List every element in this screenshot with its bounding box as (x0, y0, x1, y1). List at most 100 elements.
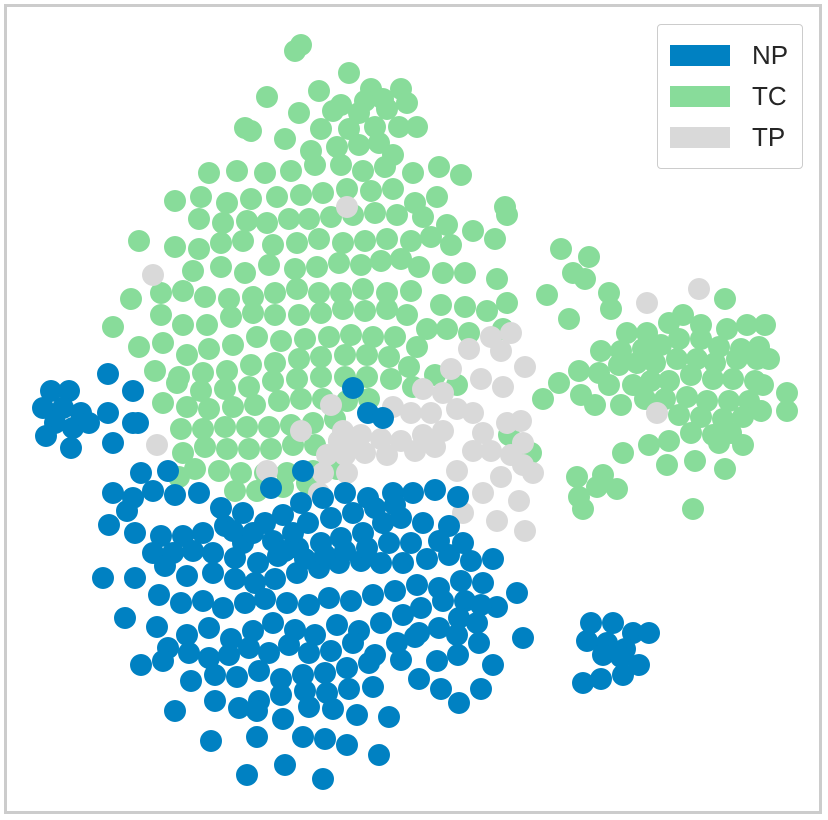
point-tc-134 (246, 326, 268, 348)
point-np-118 (432, 590, 454, 612)
point-tc-142 (144, 360, 166, 382)
point-tc-146 (240, 354, 262, 376)
legend: NP TC TP (657, 24, 803, 169)
point-tc-75 (332, 232, 354, 254)
point-tc-92 (432, 262, 454, 284)
point-np-78 (244, 572, 266, 594)
point-tp-45 (256, 460, 278, 482)
point-tc-186 (194, 436, 216, 458)
point-np-2 (32, 397, 54, 419)
point-np-11 (122, 380, 144, 402)
point-np-93 (334, 540, 356, 562)
point-tc-3 (308, 80, 330, 102)
point-tc-110 (476, 300, 498, 322)
point-tc-103 (308, 282, 330, 304)
point-np-30 (150, 525, 172, 547)
point-tc-141 (406, 336, 428, 358)
point-tc-132 (198, 338, 220, 360)
point-np-165 (314, 662, 336, 684)
point-np-115 (506, 582, 528, 604)
point-np-155 (178, 642, 200, 664)
point-tc-87 (328, 252, 350, 274)
point-tc-18 (310, 118, 332, 140)
point-tc-214 (558, 308, 580, 330)
point-tc-76 (354, 230, 376, 252)
point-tc-268 (690, 406, 712, 428)
point-tp-16 (400, 402, 422, 424)
chart-frame: NP TC TP (4, 4, 822, 814)
point-tc-42 (240, 188, 262, 210)
point-np-104 (254, 588, 276, 610)
point-tc-157 (190, 380, 212, 402)
point-tp-51 (508, 490, 530, 512)
point-np-1 (58, 380, 80, 402)
point-tc-173 (290, 388, 312, 410)
point-np-174 (338, 678, 360, 700)
point-tc-37 (428, 156, 450, 178)
point-tc-266 (750, 400, 772, 422)
point-tc-70 (210, 232, 232, 254)
point-np-117 (410, 597, 432, 619)
point-np-14 (102, 432, 124, 454)
point-tc-284 (684, 450, 706, 472)
point-tc-119 (264, 304, 286, 326)
point-tp-2 (636, 292, 658, 314)
point-tc-222 (736, 314, 758, 336)
point-tc-101 (264, 282, 286, 304)
point-tc-22 (406, 116, 428, 138)
point-tc-181 (258, 416, 280, 438)
point-np-120 (470, 594, 492, 616)
legend-item-tp: TP (670, 117, 790, 158)
point-np-10 (97, 363, 119, 385)
point-tc-257 (584, 394, 606, 416)
legend-item-tc: TC (670, 76, 790, 117)
point-tp-37 (376, 444, 398, 466)
point-tc-38 (450, 164, 472, 186)
point-tc-249 (658, 370, 680, 392)
point-np-77 (224, 568, 246, 590)
point-np-110 (384, 580, 406, 602)
point-tp-20 (290, 420, 312, 442)
point-np-139 (304, 624, 326, 646)
point-np-21 (157, 460, 179, 482)
point-np-189 (246, 726, 268, 748)
point-tc-64 (436, 214, 458, 236)
point-tc-179 (214, 416, 236, 438)
point-tc-126 (416, 318, 438, 340)
point-np-158 (152, 650, 174, 672)
point-np-108 (340, 590, 362, 612)
point-np-68 (320, 507, 342, 529)
point-tc-106 (376, 282, 398, 304)
point-np-188 (200, 730, 222, 752)
point-tp-34 (316, 444, 338, 466)
point-tc-125 (396, 304, 418, 326)
point-np-147 (342, 632, 364, 654)
point-tc-188 (238, 438, 260, 460)
point-np-15 (127, 412, 149, 434)
legend-swatch-tp (670, 127, 730, 148)
point-np-9 (78, 412, 100, 434)
legend-item-np: NP (670, 35, 790, 76)
point-tc-224 (590, 340, 612, 362)
point-tp-4 (500, 322, 522, 344)
point-tc-52 (496, 204, 518, 226)
point-tp-6 (458, 338, 480, 360)
point-np-47 (210, 497, 232, 519)
point-tc-195 (230, 462, 252, 484)
point-tc-35 (374, 156, 396, 178)
point-np-152 (238, 637, 260, 659)
point-tc-178 (192, 418, 214, 440)
point-tc-124 (376, 298, 398, 320)
point-np-92 (314, 544, 336, 566)
point-np-64 (242, 522, 264, 544)
point-tc-12 (322, 100, 344, 122)
point-tc-109 (454, 296, 476, 318)
point-np-45 (260, 477, 282, 499)
point-np-98 (452, 532, 474, 554)
point-tc-28 (198, 162, 220, 184)
point-tc-136 (294, 328, 316, 350)
point-tc-147 (264, 352, 286, 374)
point-tc-165 (380, 368, 402, 390)
point-tc-275 (658, 430, 680, 452)
point-np-160 (204, 664, 226, 686)
